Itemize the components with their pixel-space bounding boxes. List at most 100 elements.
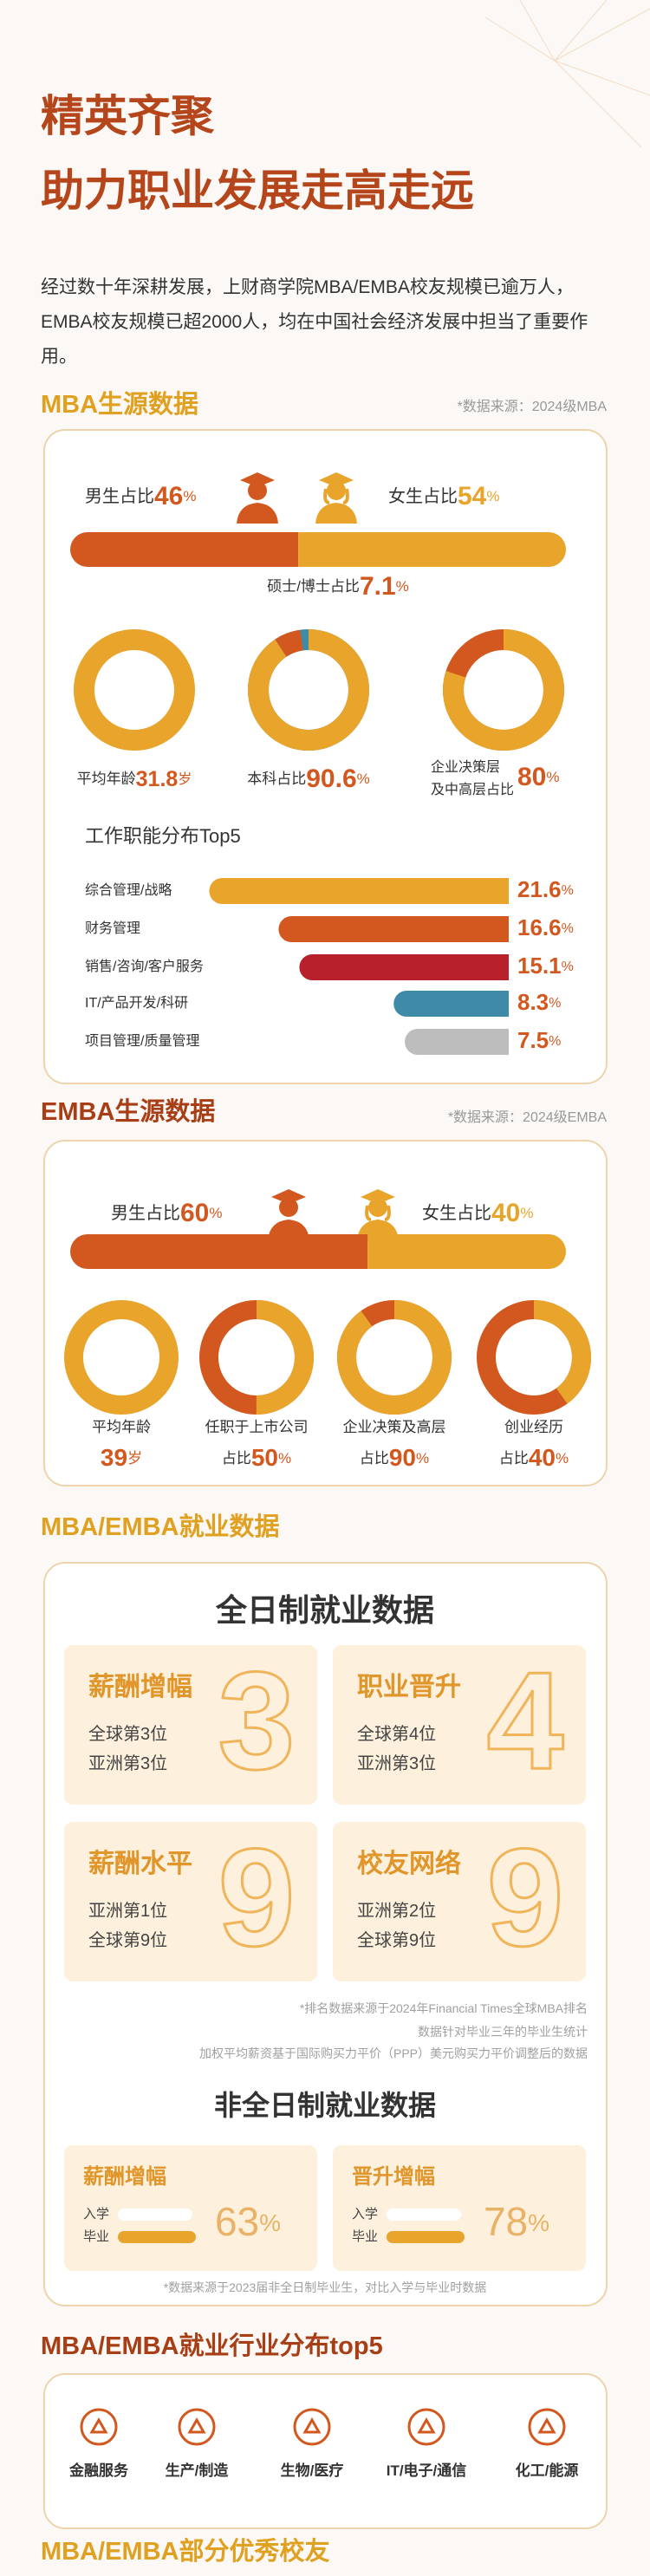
industry-label: 生物/医疗 xyxy=(281,2462,344,2479)
growth-row-part: 毕业 xyxy=(83,2229,109,2244)
ring-label: 占比50% xyxy=(222,1444,291,1471)
ring-segment xyxy=(248,629,369,751)
icon-shape xyxy=(528,2408,566,2446)
icon-cap xyxy=(240,472,275,487)
rank-line: 亚洲第3位 xyxy=(88,1753,167,1773)
rank-line-part: 亚洲第3位 xyxy=(88,1753,167,1773)
subsection-title: 全日制就业数据 xyxy=(215,1592,434,1628)
function-value-part: % xyxy=(549,1034,561,1049)
rank-line: 亚洲第3位 xyxy=(357,1753,436,1773)
growth-bar xyxy=(387,2231,465,2243)
ring-label-part: 本科占比 xyxy=(247,771,306,787)
function-label: 销售/咨询/客户服务 xyxy=(85,959,204,974)
industry-icon xyxy=(407,2408,445,2446)
rank-card xyxy=(64,1645,317,1805)
function-value-part: % xyxy=(562,883,574,898)
growth-title: 薪酬增幅 xyxy=(83,2164,166,2189)
title-line: 助力职业发展走高走远 xyxy=(41,166,474,215)
ring-segment xyxy=(477,1300,591,1415)
note: *数据来源于2023届非全日制毕业生，对比入学与毕业时数据 xyxy=(164,2280,487,2294)
icon-detail xyxy=(302,2417,322,2434)
industry-label: 金融服务 xyxy=(68,2462,129,2479)
ring-label: 创业经历 xyxy=(504,1419,563,1435)
subsection-title-part: 非全日制就业数据 xyxy=(214,2090,436,2121)
gender-label-part: 女生占比 xyxy=(422,1203,491,1223)
section-title: MBA/EMBA部分优秀校友 xyxy=(41,2536,330,2566)
industry-icon xyxy=(293,2408,331,2446)
source-note-part: *数据来源：2024级EMBA xyxy=(448,1109,607,1125)
title-line-part: 助力职业发展走高走远 xyxy=(41,166,474,215)
rank-title-part: 校友网络 xyxy=(357,1849,461,1878)
rank-title: 职业晋升 xyxy=(357,1673,461,1701)
function-label-part: 财务管理 xyxy=(85,920,140,936)
function-label-part: 项目管理/质量管理 xyxy=(85,1033,199,1049)
function-bar xyxy=(405,1029,509,1055)
growth-row-part: 毕业 xyxy=(352,2229,378,2244)
ring-label: 39岁 xyxy=(101,1444,142,1471)
mba-card xyxy=(43,429,608,1084)
ring-label-part: 50 xyxy=(251,1444,278,1471)
ring-label-part: 占比 xyxy=(222,1450,251,1467)
industry-icon xyxy=(528,2408,566,2446)
function-value-part: 7.5 xyxy=(517,1027,549,1053)
decor-rays xyxy=(484,0,650,148)
rank-line: 全球第9位 xyxy=(357,1930,436,1950)
icon-shape xyxy=(407,2408,445,2446)
icon-hair xyxy=(365,1205,391,1221)
function-value: 21.6% xyxy=(517,876,574,902)
icon-shape xyxy=(178,2408,216,2446)
rank-card xyxy=(333,1645,586,1805)
ring-label-part: 岁 xyxy=(178,771,192,787)
growth-row-part: 入学 xyxy=(83,2207,109,2221)
gender-label: 男生占比60% xyxy=(111,1199,223,1227)
growth-row: 入学 xyxy=(83,2207,109,2221)
icon-detail xyxy=(187,2417,206,2434)
section-title-part: MBA/EMBA就业行业分布top5 xyxy=(41,2331,383,2360)
ring-label-part: 占比 xyxy=(360,1450,389,1467)
source-note: *数据来源：2024级EMBA xyxy=(448,1109,607,1125)
icon-body xyxy=(315,503,357,524)
icon-detail xyxy=(537,2417,556,2434)
note-part: 数据针对毕业三年的毕业生统计 xyxy=(418,2025,588,2039)
ring-label-part: 7.1 xyxy=(360,572,396,601)
growth-value-part: 63 xyxy=(215,2199,259,2244)
rank-title-part: 职业晋升 xyxy=(357,1673,461,1701)
industry-label-part: IT/电子/通信 xyxy=(387,2462,467,2479)
note: 加权平均薪资基于国际购买力平价（PPP）美元购买力平价调整后的数据 xyxy=(199,2046,588,2060)
ring-label-part: 40 xyxy=(529,1444,556,1471)
ring-segment xyxy=(337,1300,452,1415)
growth-title: 晋升增幅 xyxy=(352,2164,435,2189)
ring-label: 任职于上市公司 xyxy=(205,1419,309,1435)
ring-label-part: 39 xyxy=(101,1444,127,1471)
ring-label: 企业决策层 xyxy=(431,759,500,775)
function-value: 15.1% xyxy=(517,953,574,979)
ring-label-part: 平均年龄 xyxy=(77,771,136,787)
gender-bar xyxy=(70,1234,368,1269)
function-value: 7.5% xyxy=(517,1027,561,1053)
industry-label: 生产/制造 xyxy=(166,2462,230,2479)
ring-label-part: 占比 xyxy=(499,1450,529,1467)
ring-label-part: 硕士/博士占比 xyxy=(267,578,360,595)
rank-line-part: 全球第4位 xyxy=(357,1724,436,1744)
icon-hair xyxy=(323,488,349,504)
ring-label-part: 90.6 xyxy=(306,764,356,793)
intro: 经过数十年深耕发展，上财商学院MBA/EMBA校友规模已逾万人，EMBA校友规模… xyxy=(41,277,588,367)
growth-value-part: 78 xyxy=(484,2199,528,2244)
function-bar xyxy=(299,954,509,980)
ring-label-part: 任职于上市公司 xyxy=(205,1419,309,1435)
note-part: *排名数据来源于2024年Financial Times全球MBA排名 xyxy=(300,2001,588,2015)
function-value-part: 16.6 xyxy=(517,914,562,940)
rank-title: 校友网络 xyxy=(357,1849,461,1878)
rank-digit: 4 xyxy=(487,1643,564,1798)
function-bar xyxy=(393,991,509,1017)
function-label-part: 综合管理/战略 xyxy=(85,882,172,898)
note-part: 加权平均薪资基于国际购买力平价（PPP）美元购买力平价调整后的数据 xyxy=(199,2046,588,2060)
ring-label-part: % xyxy=(556,1450,569,1467)
gender-bar xyxy=(70,532,299,567)
ring-label: 企业决策及高层 xyxy=(343,1419,446,1435)
icon-detail xyxy=(417,2417,436,2434)
rank-line-part: 全球第3位 xyxy=(88,1724,167,1744)
growth-bar xyxy=(387,2208,461,2221)
icon-shape xyxy=(293,2408,331,2446)
